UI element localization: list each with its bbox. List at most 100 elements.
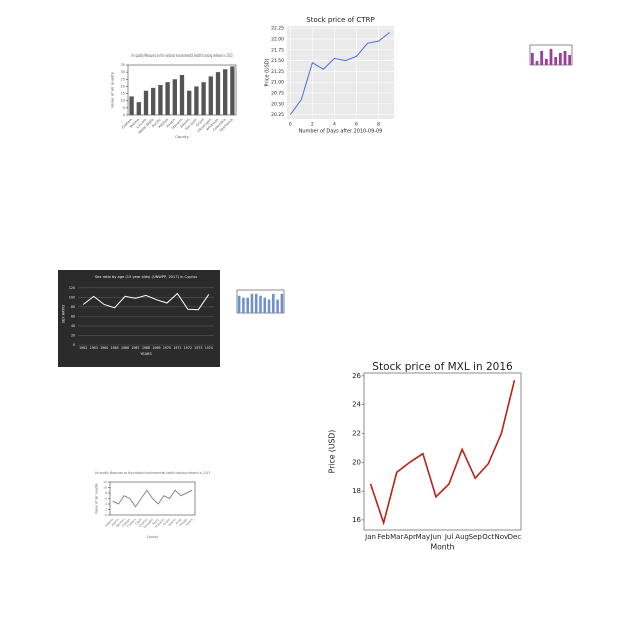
bar [208,76,213,115]
x-tick-label: Aug [455,533,469,541]
x-tick-label: Feb [377,533,390,541]
bar [554,57,558,65]
bar [267,299,271,313]
plot-frame [363,372,522,531]
bar [158,85,163,115]
bar [272,293,275,313]
plot-background [287,26,394,119]
x-tick-label: Asotin [110,518,120,528]
x-tick-label: Chelan [121,518,131,528]
y-axis-label: SEX RATIO [62,305,66,324]
x-axis-label: Month [430,542,454,551]
y-tick-label: 0 [73,343,75,347]
x-tick-label: King [175,518,183,526]
bar [151,87,156,115]
x-tick-label: 1970 [163,346,171,350]
x-axis-label: Number of Days after 2010-09-09 [299,128,383,134]
bar [540,51,544,65]
x-tick-label: Grant [195,117,205,127]
bar [549,49,553,65]
bar [230,66,235,115]
x-tick-label: 1967 [131,346,139,350]
bar [129,96,134,115]
x-tick-label: Mar [390,533,403,541]
y-tick-label: 0 [105,513,107,517]
y-tick-label: 20 [71,333,75,337]
x-axis-label: County [175,134,189,139]
chart-title: Stock price of CTRP [306,16,374,24]
y-tick-label: 21.00 [271,80,284,86]
bar [179,75,185,115]
x-tick-label: 1969 [152,346,160,350]
y-tick-label: 6 [105,497,107,501]
bar [187,90,192,115]
bar [242,297,245,313]
x-tick-label: 6 [355,122,358,128]
y-tick-label: 21.75 [271,47,284,53]
y-axis-label: Price (USD) [264,58,270,86]
bar [254,293,258,313]
y-axis-label: Price (USD) [328,430,337,474]
x-tick-label: 1971 [173,346,181,350]
chart-title: Air quality Measures on the national env… [131,53,232,58]
bar [136,102,141,115]
bar [535,61,539,65]
x-tick-label: Yakima [129,118,141,130]
x-tick-label: Island [167,518,176,527]
bar [263,297,267,313]
x-tick-label: Adams [179,117,190,128]
bar [237,295,241,313]
line [369,380,516,526]
y-tick-label: 21.50 [271,58,284,64]
y-tick-label: 5 [123,106,125,110]
y-axis-label: Value of air quality [95,483,99,514]
x-tick-label: Asotin [166,118,177,129]
chart-title: Stock price of MXL in 2016 [372,361,513,373]
y-tick-label: 100 [69,295,75,299]
y-tick-label: 20 [121,84,125,88]
y-tick-label: 20 [352,458,361,466]
bar [246,297,249,313]
line [289,32,390,115]
x-tick-label: 1973 [194,346,202,350]
x-tick-label: Clark [134,517,142,525]
x-tick-label: Douglas [142,517,154,529]
x-tick-label: Dec [508,533,522,541]
x-tick-label: Kittitas [157,117,169,129]
y-tick-label: 40 [71,324,75,328]
x-tick-label: May [416,533,430,541]
y-tick-label: 10 [103,486,107,490]
y-tick-label: 10 [121,99,125,103]
x-tick-label: 1962 [79,346,87,350]
bar [172,79,177,115]
bar [165,82,170,115]
bar [530,53,534,65]
bar [558,53,562,65]
chart-title: Sex ratio by age (15 year olds) (UNWPP, … [95,275,197,279]
x-tick-label: Lewis [185,517,194,526]
y-tick-label: 0 [123,113,125,117]
x-tick-label: Franklin [154,518,165,529]
bar [194,86,199,115]
y-tick-label: 25 [121,77,125,81]
x-tick-label: Adams [104,517,114,527]
y-tick-label: 21.25 [271,69,284,75]
x-tick-label: Clallam [126,518,137,529]
x-tick-label: Benton [115,518,125,528]
chart-title: Air quality Measures on the national env… [95,471,210,475]
x-tick-label: 0 [289,122,292,128]
y-axis-label: Value of air quality [109,71,114,108]
y-tick-label: 16 [352,516,361,524]
y-tick-label: 22.25 [271,26,284,32]
bar [280,293,284,313]
x-tick-label: Pacific [151,118,162,129]
chart-background [58,270,220,367]
y-tick-label: 2 [105,508,107,512]
y-tick-label: 18 [352,487,361,495]
y-tick-label: 30 [121,70,125,74]
line [82,292,210,311]
x-tick-label: Kitsap [179,518,188,527]
x-axis-label: County [147,535,159,539]
x-tick-label: 2 [311,122,314,128]
